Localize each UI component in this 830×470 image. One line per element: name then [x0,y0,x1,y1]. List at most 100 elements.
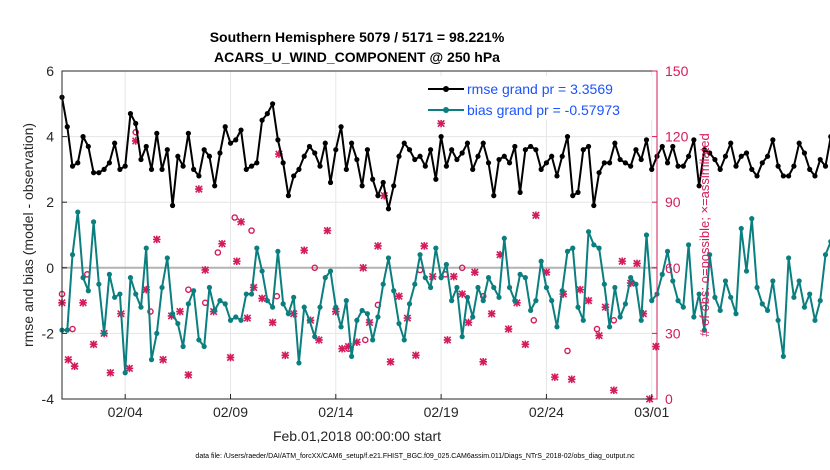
legend-rmse-marker [443,86,449,92]
obs-assimilated-marker [344,342,353,351]
series-point-bias [212,307,218,314]
obs-assimilated-marker [412,351,420,360]
obs-assimilated-marker [353,338,361,346]
series-point-rmse [259,117,265,123]
series-point-rmse [412,156,418,163]
series-point-bias [301,304,307,310]
series-point-bias [675,298,681,304]
right-tick-label: 0 [665,391,673,407]
series-point-bias [138,304,144,310]
series-point-bias [733,311,739,317]
series-point-bias [707,252,713,258]
series-point-bias [243,291,249,297]
series-point-bias [217,298,223,304]
series-point-bias [401,337,407,343]
series-point-bias [559,288,565,294]
series-point-rmse [770,137,776,143]
series-point-rmse [248,163,255,169]
series-point-bias [385,255,392,261]
series-point-bias [585,229,592,235]
series-point-bias [417,252,423,258]
obs-assimilated-marker [142,285,151,294]
series-point-bias [738,225,744,232]
series-point-rmse [233,137,239,143]
series-point-rmse [549,153,555,159]
series-point-bias [570,245,576,251]
series-point-rmse [159,166,165,172]
obs-assimilated-marker [626,279,635,287]
series-point-rmse [796,140,802,146]
series-point-rmse [217,150,223,156]
series-point-rmse [422,163,428,169]
series-point-rmse [196,173,202,179]
obs-assimilated-marker [70,362,79,370]
series-layer [59,94,830,376]
series-point-rmse [470,166,476,172]
x-tick-label: 03/01 [634,404,669,420]
series-point-rmse [333,147,339,153]
series-point-bias [227,317,234,323]
series-point-bias [485,275,492,281]
series-point-rmse [691,137,697,143]
series-point-rmse [485,160,492,166]
series-point-rmse [517,189,523,195]
obs-assimilated-marker [159,355,167,364]
obs-assimilated-marker [487,309,496,318]
series-point-bias [338,324,344,330]
y-tick-label: -4 [42,391,55,407]
x-tick-label: 02/09 [213,404,248,420]
series-point-bias [770,278,776,284]
series-point-rmse [154,130,160,136]
series-point-bias [327,268,334,274]
series-point-bias [564,248,571,254]
series-point-rmse [296,166,302,172]
series-point-rmse [754,173,760,179]
series-point-bias [133,291,139,297]
x-tick-label: 02/24 [529,404,564,420]
series-point-bias [185,301,191,307]
series-point-bias [438,275,444,281]
obs-assimilated-marker [258,294,266,303]
series-point-rmse [570,193,576,199]
series-point-bias [380,281,386,287]
obs-assimilated-marker [479,358,488,366]
series-point-rmse [264,111,270,117]
obs-possible-marker [593,325,601,333]
series-point-rmse [580,147,586,153]
series-line-bias [62,211,830,374]
series-point-bias [491,284,497,291]
series-point-bias [375,314,381,320]
series-point-rmse [591,202,597,209]
obs-assimilated-marker [176,307,184,316]
series-point-bias [801,304,808,310]
series-point-rmse [206,153,213,159]
series-point-rmse [775,163,781,169]
series-point-bias [291,294,297,300]
obs-assimilated-marker [323,226,332,235]
x-tick-label: 02/19 [424,404,459,420]
series-point-bias [786,255,792,261]
series-point-rmse [817,156,823,163]
series-point-bias [533,298,539,304]
series-point-rmse [638,156,644,163]
series-point-bias [470,314,476,320]
obs-possible-marker [231,214,239,221]
series-point-bias [749,216,755,222]
series-point-rmse [433,176,439,182]
series-point-rmse [685,153,692,159]
series-point-rmse [464,140,471,146]
series-point-rmse [622,160,629,166]
series-point-bias [791,294,797,300]
series-point-bias [164,255,170,261]
series-point-bias [496,294,502,300]
series-point-bias [649,298,655,304]
series-point-bias [159,284,165,291]
series-point-bias [812,317,818,323]
series-point-rmse [69,163,76,169]
series-point-bias [233,314,239,320]
series-point-rmse [801,150,808,156]
series-point-rmse [354,156,360,163]
series-point-rmse [327,179,334,186]
obs-assimilated-marker [395,292,403,301]
series-point-rmse [585,143,592,150]
